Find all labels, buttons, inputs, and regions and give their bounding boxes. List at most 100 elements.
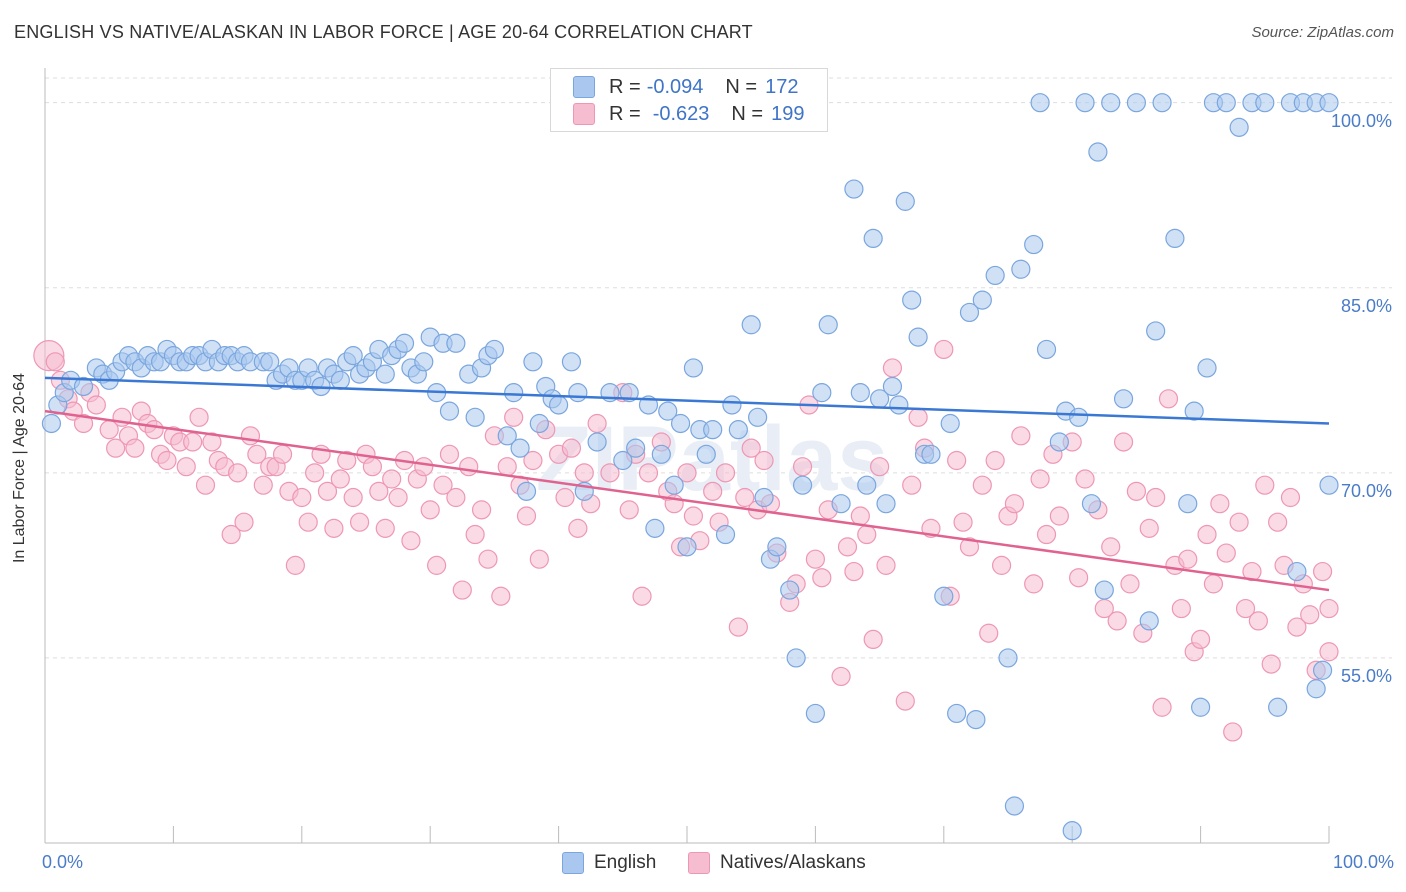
native-point [991, 555, 1012, 575]
native-point [1319, 642, 1339, 662]
english-point [568, 383, 588, 403]
native-point [45, 352, 65, 372]
english-point [41, 413, 62, 434]
bottom-native-swatch [688, 852, 710, 874]
english-point [343, 346, 363, 366]
english-point [1255, 93, 1275, 113]
english-point [446, 333, 466, 353]
native-point [253, 475, 273, 495]
english-point [651, 444, 671, 464]
english-point [1062, 821, 1082, 841]
native-point [947, 450, 967, 471]
bottom-legend-native: Natives/Alaskans [688, 852, 866, 874]
english-point [1024, 234, 1044, 255]
legend: R = -0.094 N = 172 R = -0.623 N = 199 [550, 68, 828, 132]
legend-english-r-label: R = [609, 75, 641, 98]
native-point [202, 432, 222, 452]
native-point [677, 463, 697, 483]
native-point [1223, 722, 1243, 742]
english-point [1268, 697, 1288, 717]
native-point [1210, 494, 1230, 514]
native-point [869, 457, 890, 477]
english-point [966, 710, 986, 730]
native-point [1190, 629, 1211, 650]
native-point [1030, 469, 1050, 489]
english-point [741, 315, 761, 335]
english-point [1004, 796, 1025, 816]
english-point [626, 438, 646, 458]
english-point [439, 401, 460, 421]
english-point [465, 407, 485, 427]
english-point [1319, 475, 1339, 495]
english-point [516, 481, 537, 501]
native-point [433, 475, 453, 495]
english-point [972, 290, 992, 310]
native-point [638, 463, 659, 483]
native-point [959, 537, 980, 557]
english-point [857, 475, 877, 495]
native-point [324, 518, 344, 538]
english-point [889, 395, 909, 415]
native-point [1178, 549, 1198, 569]
native-point [516, 506, 537, 526]
native-point [882, 358, 903, 378]
english-point [1197, 358, 1217, 378]
english-point [998, 648, 1018, 668]
english-point [504, 383, 524, 403]
native-point [1036, 524, 1057, 545]
english-point [722, 395, 742, 415]
native-point [1126, 481, 1147, 501]
native-point [876, 555, 896, 575]
english-point [1101, 93, 1121, 113]
english-point [844, 179, 864, 199]
english-point [1088, 142, 1108, 162]
english-point [1094, 580, 1114, 600]
native-point [934, 339, 954, 360]
native-point [401, 531, 421, 551]
english-point [375, 364, 395, 384]
legend-native-n-label: N = [731, 102, 764, 125]
english-point [921, 444, 941, 464]
native-point [446, 487, 466, 508]
native-point [221, 524, 241, 545]
english-point [1036, 339, 1057, 360]
english-point [330, 370, 350, 390]
english-point [1190, 697, 1211, 717]
native-point [1216, 543, 1236, 563]
english-point [985, 265, 1005, 286]
english-point [613, 450, 633, 471]
native-point [895, 691, 915, 711]
native-point [343, 487, 363, 508]
english-point [703, 420, 723, 440]
english-point [786, 648, 806, 668]
native-point [1203, 574, 1224, 594]
native-point [1107, 611, 1127, 631]
english-point [1075, 93, 1095, 113]
english-point [658, 401, 678, 421]
native-point [478, 549, 498, 569]
native-point [728, 617, 748, 637]
english-point [1216, 93, 1236, 113]
english-point [497, 426, 517, 446]
english-point [1178, 494, 1198, 514]
native-point [176, 457, 196, 477]
native-point [1229, 512, 1249, 532]
english-point [529, 413, 549, 434]
bottom-legend-english-label: English [594, 852, 657, 873]
y-axis-label: In Labor Force | Age 20-64 [11, 372, 28, 564]
native-point [1158, 389, 1179, 409]
english-point [523, 352, 543, 372]
english-point [1011, 259, 1031, 279]
english-swatch [573, 76, 595, 98]
native-point [600, 463, 620, 483]
native-point [73, 413, 94, 434]
native-point [125, 438, 145, 458]
native-point [1024, 574, 1044, 594]
native-point [1248, 611, 1268, 631]
y-tick-label: 55.0% [1340, 665, 1392, 686]
legend-native-n-value: 199 [771, 102, 805, 125]
english-point [664, 475, 684, 495]
native-point [561, 438, 582, 458]
native-point [228, 463, 248, 483]
